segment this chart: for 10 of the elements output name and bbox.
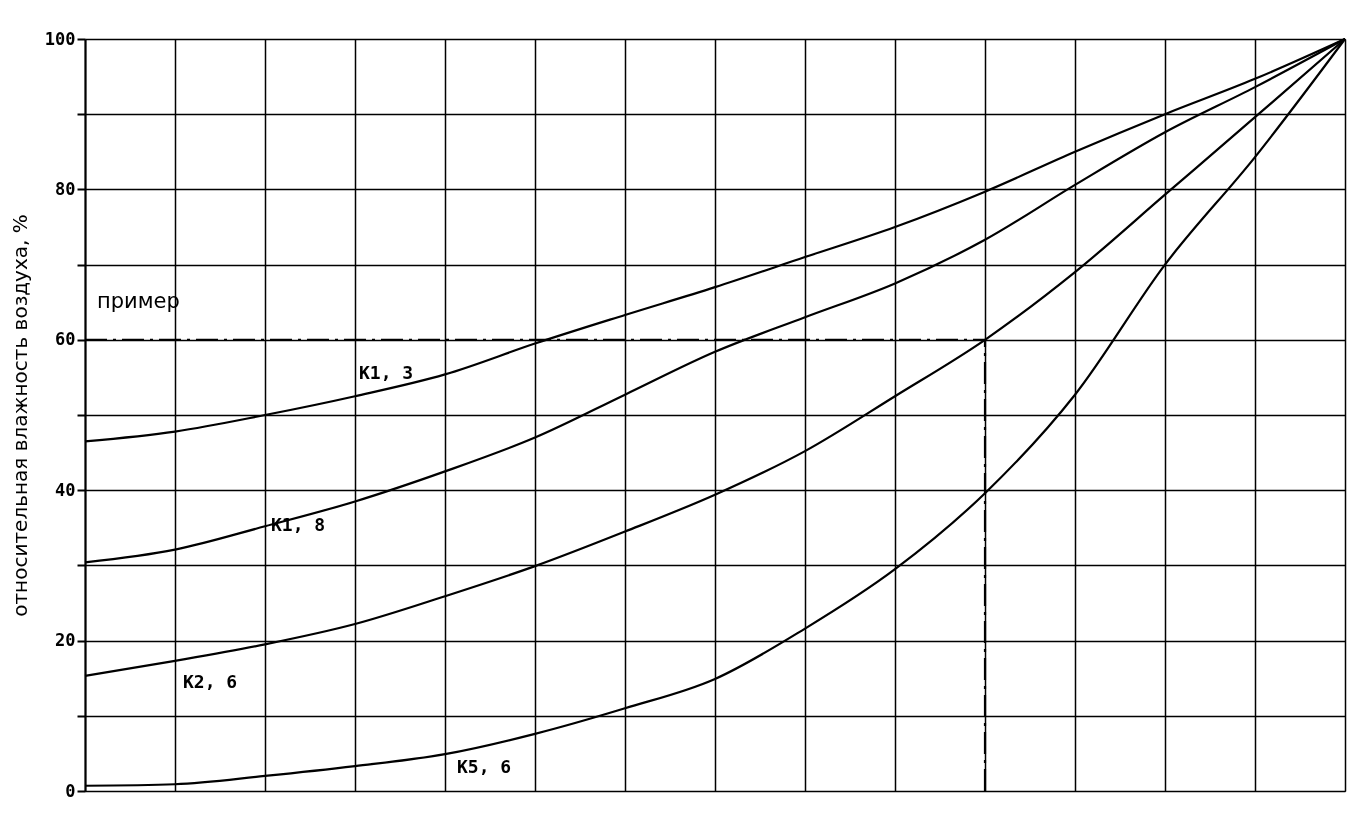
y-tick-label: 20 bbox=[55, 630, 76, 651]
series-label: K1, 3 bbox=[359, 362, 414, 384]
y-tick-label: 100 bbox=[44, 28, 76, 49]
y-tick-label: 80 bbox=[55, 178, 76, 199]
series-label: K5, 6 bbox=[457, 756, 512, 778]
series-label: K2, 6 bbox=[183, 670, 238, 692]
y-axis-title: относительная влажность воздуха, % bbox=[7, 214, 32, 617]
y-tick-label: 60 bbox=[55, 329, 76, 350]
y-tick-label: 0 bbox=[65, 780, 76, 801]
y-tick-label: 40 bbox=[55, 479, 76, 500]
